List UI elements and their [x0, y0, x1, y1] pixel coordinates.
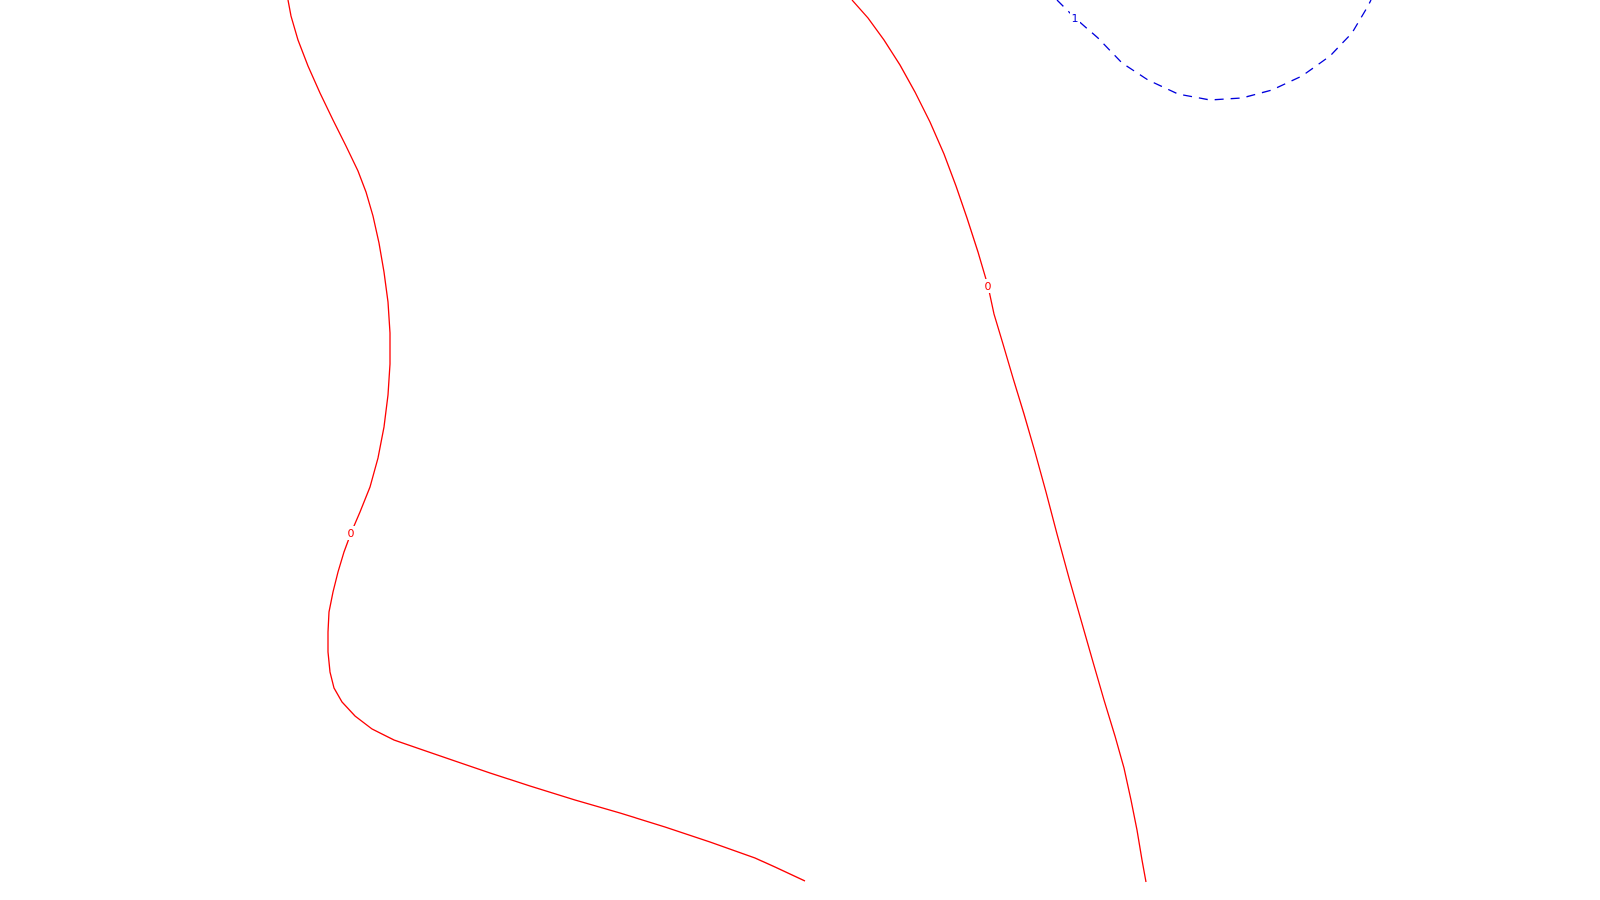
contour-label-0: 0 — [985, 280, 992, 293]
contour-line-1-top-right — [1056, 0, 1372, 101]
contour-label-background — [346, 526, 356, 540]
contour-label-0: 0 — [348, 527, 355, 540]
contour-label-background — [1070, 11, 1080, 25]
contour-label-layer: 0 0 1 — [346, 11, 1080, 540]
contour-layer — [287, 0, 1372, 883]
contour-line-0-left — [287, 0, 806, 882]
contour-label-background — [983, 279, 993, 293]
contour-line-0-right — [851, 0, 1147, 883]
contour-label-1: 1 — [1072, 12, 1079, 25]
